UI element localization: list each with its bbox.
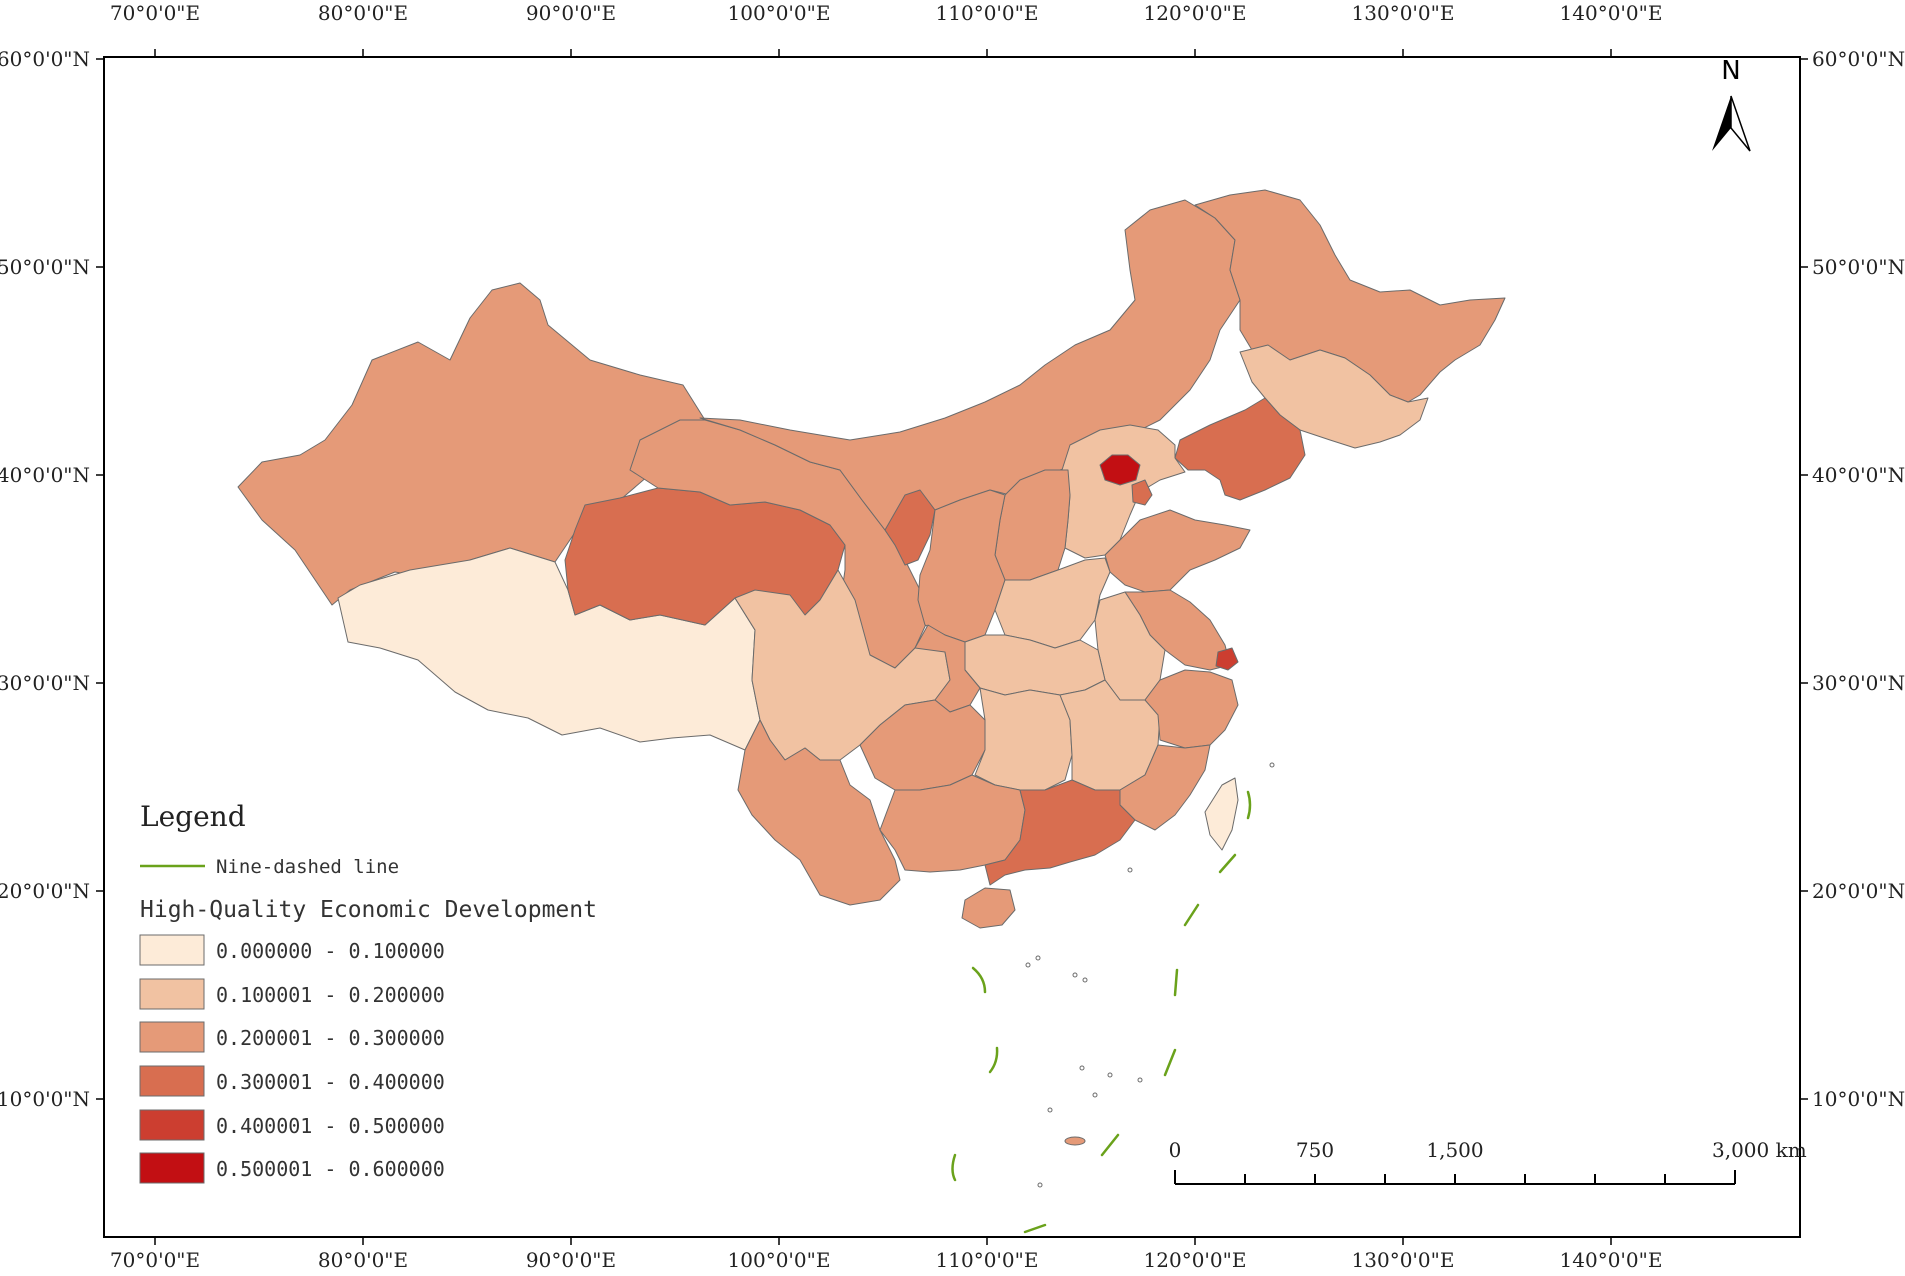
- scale-label: 750: [1296, 1138, 1334, 1162]
- lat-label-left: 40°0'0"N: [0, 463, 90, 487]
- scale-label: 1,500: [1426, 1138, 1483, 1162]
- scale-label: 3,000 km: [1712, 1138, 1807, 1162]
- nine-dashed-line: [951, 790, 1252, 1234]
- lon-label-top: 120°0'0"E: [1144, 1, 1247, 25]
- lat-label-right: 30°0'0"N: [1812, 671, 1905, 695]
- legend: Legend Nine-dashed line High-Quality Eco…: [139, 800, 597, 1184]
- region-beijing: [1099, 454, 1141, 486]
- legend-nine-dash-label: Nine-dashed line: [216, 856, 399, 878]
- lat-label-right: 10°0'0"N: [1812, 1087, 1905, 1111]
- lon-label-top: 110°0'0"E: [936, 1, 1039, 25]
- legend-class-label: 0.200001 - 0.300000: [216, 1026, 445, 1050]
- longitude-labels-top: 70°0'0"E 80°0'0"E 90°0'0"E 100°0'0"E 110…: [110, 1, 1663, 25]
- island: [1037, 1182, 1043, 1188]
- legend-class-label: 0.400001 - 0.500000: [216, 1114, 445, 1138]
- province-layer: [237, 189, 1506, 1188]
- region-shanghai: [1215, 647, 1239, 671]
- lon-label-top: 130°0'0"E: [1352, 1, 1455, 25]
- lon-label-top: 100°0'0"E: [728, 1, 831, 25]
- region-guangdong: [984, 779, 1136, 886]
- island: [1064, 1136, 1086, 1146]
- legend-swatch: [139, 1021, 205, 1053]
- island: [1092, 1092, 1098, 1098]
- island: [1137, 1077, 1143, 1083]
- region-shaanxi: [917, 489, 1006, 643]
- north-arrow-label: N: [1721, 56, 1740, 86]
- legend-class-label: 0.100001 - 0.200000: [216, 983, 445, 1007]
- legend-class-label: 0.300001 - 0.400000: [216, 1070, 445, 1094]
- lon-label-top: 90°0'0"E: [526, 1, 616, 25]
- lon-label-bottom: 140°0'0"E: [1560, 1248, 1663, 1272]
- legend-title: Legend: [140, 800, 246, 833]
- region-guangxi: [879, 774, 1026, 873]
- island: [1079, 1065, 1085, 1071]
- legend-swatch: [139, 978, 205, 1010]
- lat-label-left: 50°0'0"N: [0, 255, 90, 279]
- island: [1047, 1107, 1053, 1113]
- region-hunan: [974, 687, 1073, 791]
- north-arrow-icon: N: [1712, 56, 1751, 152]
- graticule-ticks: [96, 49, 1808, 1245]
- lat-label-right: 60°0'0"N: [1812, 47, 1905, 71]
- region-ningxia: [884, 489, 936, 566]
- region-chongqing: [914, 624, 981, 713]
- region-zhejiang: [1144, 669, 1239, 749]
- lon-label-bottom: 110°0'0"E: [936, 1248, 1039, 1272]
- region-yunnan: [737, 719, 901, 906]
- lat-label-left: 10°0'0"N: [0, 1087, 90, 1111]
- region-taiwan: [1204, 777, 1239, 851]
- legend-swatch: [139, 1065, 205, 1097]
- latitude-labels-left: 60°0'0"N 50°0'0"N 40°0'0"N 30°0'0"N 20°0…: [0, 47, 90, 1111]
- island: [1072, 972, 1078, 978]
- island: [1025, 962, 1031, 968]
- lat-label-left: 60°0'0"N: [0, 47, 90, 71]
- lon-label-bottom: 130°0'0"E: [1352, 1248, 1455, 1272]
- lon-label-top: 70°0'0"E: [110, 1, 200, 25]
- legend-class-label: 0.500001 - 0.600000: [216, 1157, 445, 1181]
- island: [1127, 867, 1133, 873]
- lon-label-top: 80°0'0"E: [318, 1, 408, 25]
- latitude-labels-right: 60°0'0"N 50°0'0"N 40°0'0"N 30°0'0"N 20°0…: [1812, 47, 1905, 1111]
- lat-label-right: 40°0'0"N: [1812, 463, 1905, 487]
- region-shandong: [1104, 509, 1251, 593]
- region-hainan: [961, 887, 1016, 929]
- longitude-labels-bottom: 70°0'0"E 80°0'0"E 90°0'0"E 100°0'0"E 110…: [110, 1248, 1663, 1272]
- region-hubei: [964, 634, 1106, 696]
- region-tianjin: [1131, 479, 1153, 506]
- lon-label-bottom: 120°0'0"E: [1144, 1248, 1247, 1272]
- legend-swatch: [139, 934, 205, 966]
- legend-class-label: 0.000000 - 0.100000: [216, 939, 445, 963]
- island: [1035, 955, 1041, 961]
- lon-label-bottom: 80°0'0"E: [318, 1248, 408, 1272]
- lat-label-left: 30°0'0"N: [0, 671, 90, 695]
- lat-label-right: 20°0'0"N: [1812, 879, 1905, 903]
- legend-section-title: High-Quality Economic Development: [140, 897, 597, 923]
- region-liaoning: [1174, 397, 1306, 501]
- lat-label-left: 20°0'0"N: [0, 879, 90, 903]
- lat-label-right: 50°0'0"N: [1812, 255, 1905, 279]
- island: [1082, 977, 1088, 983]
- island: [1107, 1072, 1113, 1078]
- legend-swatch: [139, 1109, 205, 1141]
- legend-swatch: [139, 1152, 205, 1184]
- island: [1269, 762, 1275, 768]
- lon-label-bottom: 90°0'0"E: [526, 1248, 616, 1272]
- scale-bar: 0 750 1,500 3,000 km: [1169, 1138, 1807, 1185]
- region-xinjiang: [237, 282, 706, 606]
- lon-label-top: 140°0'0"E: [1560, 1, 1663, 25]
- lon-label-bottom: 100°0'0"E: [728, 1248, 831, 1272]
- lon-label-bottom: 70°0'0"E: [110, 1248, 200, 1272]
- scale-label: 0: [1169, 1138, 1182, 1162]
